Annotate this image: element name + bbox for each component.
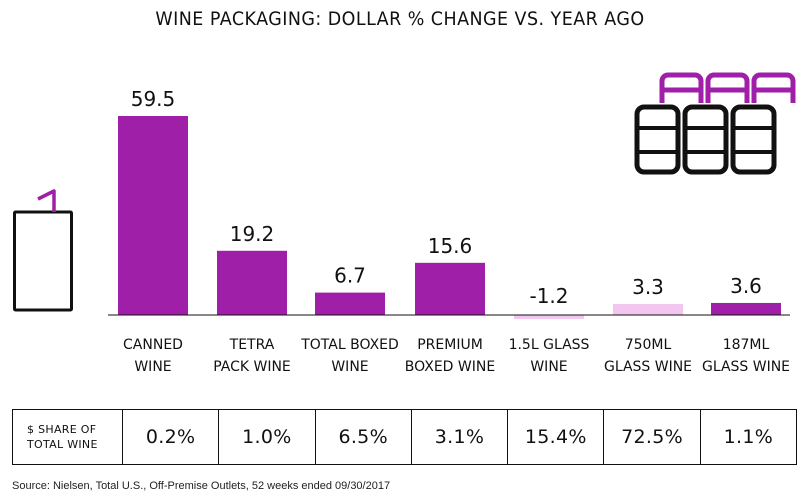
category-label-tetra-pack-wine-line-1: TETRA — [229, 337, 275, 353]
category-label-canned-wine-line-1: CANNED — [123, 337, 183, 353]
category-label-premium-boxed-wine-line-1: PREMIUM — [417, 337, 483, 353]
value-label-total-boxed-wine: 6.7 — [334, 264, 366, 288]
share-cell-750ml-glass: 72.5% — [603, 409, 701, 465]
share-cell-187ml-glass: 1.1% — [699, 409, 798, 465]
share-header-line-2: TOTAL WINE — [27, 438, 98, 451]
bar-canned-wine — [118, 116, 188, 315]
share-cell-canned: 0.2% — [121, 409, 220, 465]
category-label-total-boxed-wine-line-1: TOTAL BOXED — [300, 337, 399, 353]
chart-title: WINE PACKAGING: DOLLAR % CHANGE VS. YEAR… — [155, 8, 645, 30]
category-label-1-5l-glass-wine-line-2: WINE — [530, 359, 567, 375]
wine-cans-icon — [634, 72, 796, 175]
bar-1-5l-glass-wine — [514, 315, 584, 320]
bar-187ml-glass-wine — [711, 302, 781, 315]
bar-tetra-pack-wine — [217, 250, 287, 315]
share-row: $ SHARE OF TOTAL WINE 0.2% 1.0% 6.5% 3.1… — [12, 409, 798, 465]
bar-total-boxed-wine — [315, 292, 385, 315]
category-label-750ml-glass-wine-line-1: 750ML — [625, 337, 672, 353]
share-cell-tetra: 1.0% — [218, 409, 316, 465]
category-labels-group: CANNED WINE TETRA PACK WINE TOTAL BOXED WINE P… — [123, 337, 790, 375]
bar-premium-boxed-wine — [415, 262, 485, 315]
category-label-750ml-glass-wine-line-2: GLASS WINE — [604, 359, 692, 375]
value-label-canned-wine: 59.5 — [131, 87, 176, 111]
share-cell-total-boxed: 6.5% — [314, 409, 412, 465]
category-label-187ml-glass-wine-line-1: 187ML — [723, 337, 770, 353]
share-cell-1-5l-glass: 15.4% — [507, 409, 605, 465]
category-label-premium-boxed-wine-line-2: BOXED WINE — [405, 359, 495, 375]
category-label-total-boxed-wine-line-2: WINE — [331, 359, 368, 375]
share-cell-premium-boxed: 3.1% — [410, 409, 509, 465]
bar-chart: 59.5 19.2 6.7 15.6 -1.2 3.3 3.6 CANNED WINE TETR… — [13, 72, 796, 375]
category-label-1-5l-glass-wine-line-1: 1.5L GLASS — [509, 337, 590, 353]
share-table: $ SHARE OF TOTAL WINE 0.2% 1.0% 6.5% 3.1… — [12, 409, 798, 465]
value-labels-group: 59.5 19.2 6.7 15.6 -1.2 3.3 3.6 — [131, 87, 762, 308]
value-label-premium-boxed-wine: 15.6 — [428, 234, 473, 258]
value-label-187ml-glass-wine: 3.6 — [730, 274, 762, 298]
tetra-pack-carton-icon — [13, 189, 73, 312]
category-label-tetra-pack-wine-line-2: PACK WINE — [213, 359, 291, 375]
value-label-1-5l-glass-wine: -1.2 — [529, 284, 568, 308]
value-label-750ml-glass-wine: 3.3 — [632, 275, 664, 299]
bar-750ml-glass-wine — [613, 303, 683, 315]
share-header: $ SHARE OF TOTAL WINE — [12, 409, 123, 465]
category-label-canned-wine-line-2: WINE — [134, 359, 171, 375]
source-note: Source: Nielsen, Total U.S., Off-Premise… — [12, 480, 391, 492]
category-label-187ml-glass-wine-line-2: GLASS WINE — [702, 359, 790, 375]
share-header-line-1: $ SHARE OF — [27, 423, 97, 436]
value-label-tetra-pack-wine: 19.2 — [230, 222, 275, 246]
bars-group — [118, 116, 781, 320]
